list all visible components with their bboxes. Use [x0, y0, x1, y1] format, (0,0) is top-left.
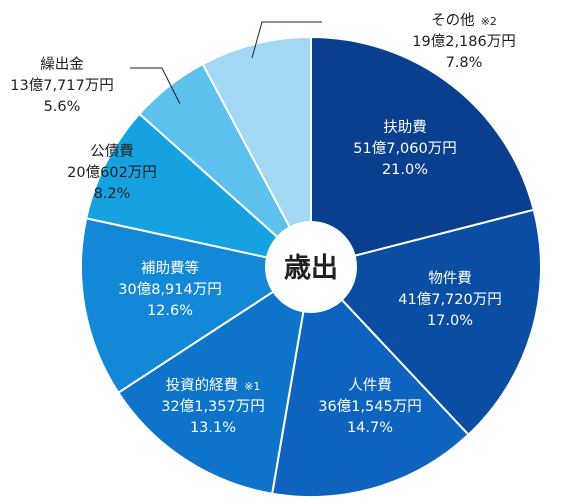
leader-line-8 — [251, 21, 322, 59]
slice-percent-label-3: 14.7% — [347, 420, 393, 436]
slice-name-text-2: 物件費 — [428, 270, 472, 287]
slice-name-text-4: 投資的経費 — [166, 377, 239, 394]
pie-slice-3 — [271, 264, 470, 498]
slice-amount-label-1: 51億7,060万円 — [353, 140, 456, 157]
slice-percent-label-2: 17.0% — [427, 313, 473, 329]
slice-note-8: ※2 — [481, 15, 497, 28]
slice-percent-label-1: 21.0% — [382, 162, 428, 178]
slice-note-4: ※1 — [244, 380, 260, 393]
leader-line-7 — [130, 67, 181, 105]
slice-name-8: その他 ※2 — [431, 12, 497, 29]
pie-slices — [80, 35, 542, 498]
slice-name-2: 物件費 — [428, 270, 472, 287]
slice-percent-label-8: 7.8% — [446, 55, 483, 71]
leader-lines — [130, 21, 322, 105]
slice-name-text-1: 扶助費 — [383, 119, 427, 136]
slice-percent-label-4: 13.1% — [190, 420, 236, 436]
slice-name-text-8: その他 — [431, 12, 475, 29]
slice-labels: 扶助費 51億7,060万円 21.0% 物件費 41億7,720万円 17.0% 人件費 3… — [10, 12, 515, 436]
slice-name-6: 公債費 — [90, 143, 134, 160]
pie-slice-4 — [116, 264, 313, 495]
pie-slice-5 — [80, 217, 314, 395]
pie-slice-8 — [201, 35, 312, 268]
slice-name-5: 補助費等 — [141, 259, 199, 277]
slice-amount-label-8: 19億2,186万円 — [412, 33, 515, 50]
pie-slice-1 — [310, 35, 535, 269]
slice-amount-label-7: 13億7,717万円 — [10, 77, 113, 94]
slice-name-text-3: 人件費 — [348, 377, 392, 394]
pie-slice-6 — [85, 112, 315, 269]
slice-name-text-5: 補助費等 — [141, 259, 199, 277]
slice-name-1: 扶助費 — [383, 119, 427, 136]
slice-percent-label-5: 12.6% — [147, 303, 193, 319]
slice-amount-label-4: 32億1,357万円 — [161, 398, 264, 415]
slice-amount-label-2: 41億7,720万円 — [398, 291, 501, 308]
center-label: 歳出 — [284, 253, 338, 284]
slice-name-3: 人件費 — [348, 377, 392, 394]
slice-percent-label-7: 5.6% — [44, 99, 81, 115]
center-hole — [265, 221, 357, 313]
slice-amount-label-3: 36億1,545万円 — [318, 398, 421, 415]
pie-slice-2 — [309, 208, 542, 437]
slice-percent-label-6: 8.2% — [94, 186, 131, 202]
slice-name-text-7: 繰出金 — [40, 56, 84, 73]
slice-amount-label-6: 20億602万円 — [67, 164, 157, 181]
slice-name-7: 繰出金 — [40, 56, 84, 73]
slice-name-text-6: 公債費 — [90, 143, 134, 160]
slice-name-4: 投資的経費 ※1 — [166, 377, 261, 394]
slice-amount-label-5: 30億8,914万円 — [118, 281, 221, 298]
